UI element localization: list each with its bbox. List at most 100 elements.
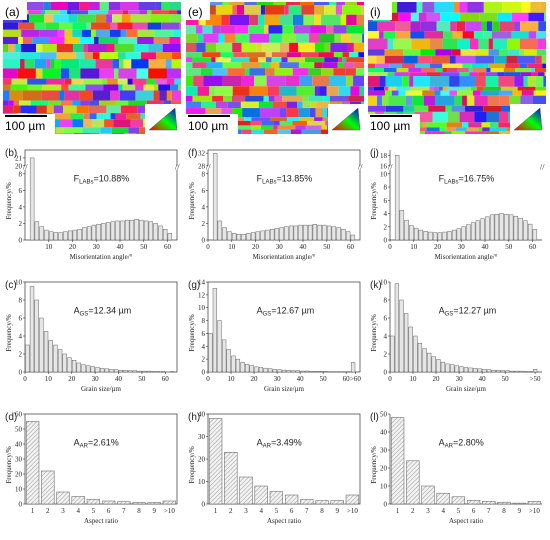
annotation-part: =12.34 µm [88, 306, 131, 316]
grain [465, 131, 485, 134]
annotation-part: =2.61% [88, 438, 119, 448]
grain [36, 43, 43, 53]
x-tick-label: 40 [479, 375, 487, 383]
grain [110, 90, 120, 101]
grain [475, 49, 489, 56]
grain [342, 57, 347, 63]
grain [11, 78, 28, 85]
grain [191, 57, 212, 63]
grain [3, 105, 14, 114]
grain [131, 59, 149, 69]
bar [508, 214, 514, 241]
annotation-part: A [74, 306, 80, 316]
grain [497, 72, 505, 77]
bar [110, 221, 116, 241]
grain [483, 31, 492, 39]
axis-break-mark: // [358, 162, 363, 171]
grain [119, 90, 136, 101]
bar [496, 370, 501, 373]
grain [481, 122, 491, 128]
grain [542, 63, 546, 68]
bar [509, 370, 515, 373]
grain [321, 68, 334, 76]
y-tick-label: 8 [384, 297, 388, 305]
grain [498, 131, 515, 134]
grain [414, 105, 429, 112]
grain [356, 14, 364, 26]
grain [20, 59, 25, 69]
grain [80, 100, 90, 106]
bar [513, 215, 519, 241]
grain [512, 90, 522, 96]
grain [273, 125, 278, 130]
grain [80, 68, 100, 79]
bar [85, 365, 91, 373]
grain [150, 14, 171, 23]
grain [519, 63, 528, 68]
grain [273, 101, 287, 109]
grain [60, 100, 73, 106]
grain [221, 108, 233, 118]
y-tick-label: 10 [380, 279, 388, 287]
grain [241, 62, 261, 69]
bar [120, 220, 125, 241]
grain [94, 36, 99, 44]
bar [505, 370, 510, 373]
grain [375, 63, 390, 68]
grain [36, 105, 47, 114]
grain [527, 76, 536, 87]
grain [106, 105, 121, 114]
panel-label: (k) [370, 280, 382, 291]
grain [147, 22, 162, 30]
annotation-part: GS [263, 312, 272, 318]
bar [118, 370, 124, 373]
bar [63, 231, 68, 241]
grain [520, 21, 539, 32]
grain [383, 31, 396, 39]
bar [101, 500, 116, 505]
grain [170, 14, 181, 23]
grain [51, 113, 71, 120]
grain [455, 55, 476, 64]
grain [186, 86, 198, 96]
grain [459, 2, 468, 13]
grain [287, 52, 302, 58]
grain [244, 117, 252, 121]
grain [186, 101, 202, 109]
grain [15, 43, 21, 53]
grain [333, 25, 347, 34]
grain [200, 68, 213, 76]
grain [227, 101, 241, 109]
grain [485, 72, 498, 77]
bar [71, 360, 77, 373]
bar [222, 227, 227, 241]
annotation: FLABs=13.85% [257, 174, 313, 186]
grain [254, 75, 267, 87]
grain [282, 95, 303, 102]
grain [178, 84, 181, 91]
plot-frame [24, 149, 178, 241]
bar [142, 370, 147, 373]
grain [133, 43, 149, 53]
bar [298, 224, 303, 241]
grain [324, 57, 339, 63]
bar [489, 214, 495, 241]
grain [289, 42, 299, 53]
grain [536, 31, 546, 39]
bar [281, 369, 287, 373]
grain [447, 67, 458, 73]
y-tick-label: 4 [202, 343, 206, 351]
bar [100, 368, 105, 373]
grain [489, 127, 508, 132]
bar [217, 320, 222, 373]
x-axis-label: Aspect ratio [449, 517, 484, 525]
annotation-part: AR [80, 444, 89, 450]
grain [409, 72, 427, 77]
grain [261, 120, 274, 126]
grain [249, 14, 259, 26]
grain [499, 21, 515, 32]
bar [34, 299, 39, 373]
bar [404, 313, 409, 373]
bar [322, 224, 327, 241]
grain [469, 38, 479, 50]
